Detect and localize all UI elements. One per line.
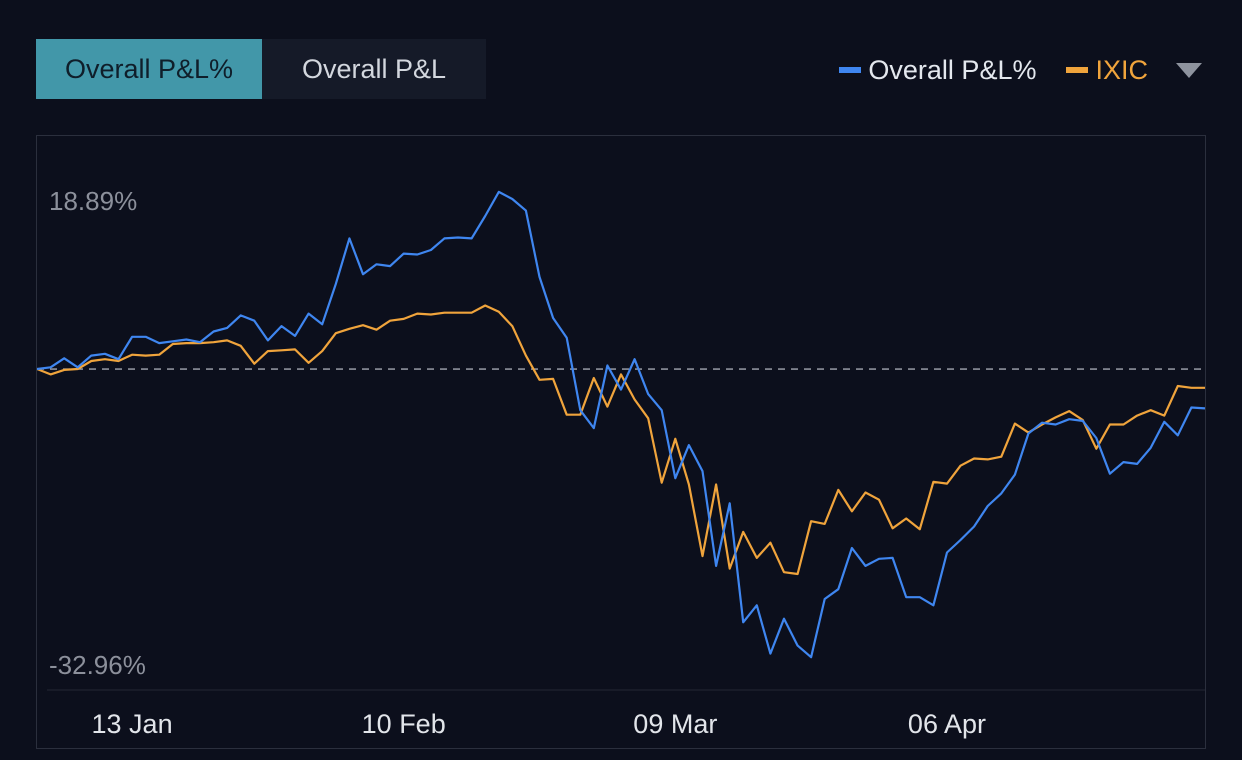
series-line-overall-pl-percent [37,190,1205,659]
caret-down-icon[interactable] [1176,62,1202,78]
tab-overall-pl-percent[interactable]: Overall P&L% [36,39,262,99]
legend-item-overall-pl-percent[interactable]: Overall P&L% [839,55,1036,86]
x-tick-label: 10 Feb [362,709,446,739]
legend-swatch-orange [1066,67,1089,73]
line-chart: 18.89% -32.96% 13 Jan 10 Feb 09 Mar 06 Apr [37,186,1205,739]
x-tick-label: 13 Jan [92,709,173,739]
chart-frame: 18.89% -32.96% 13 Jan 10 Feb 09 Mar 06 Apr [36,135,1206,749]
x-tick-label: 09 Mar [633,709,717,739]
x-tick-label: 06 Apr [908,709,986,739]
legend-label-ixic: IXIC [1095,54,1148,85]
y-max-label: 18.89% [49,186,137,216]
series-line-ixic [37,304,1205,576]
legend-item-ixic[interactable]: IXIC [1066,55,1148,86]
chart-legend: Overall P&L% IXIC [839,48,1202,92]
tab-overall-pl[interactable]: Overall P&L [262,39,486,99]
legend-label-overall-pl-percent: Overall P&L% [868,54,1037,85]
chart-mode-tabs: Overall P&L% Overall P&L [36,39,486,99]
legend-swatch-blue [839,67,862,73]
y-min-label: -32.96% [49,650,146,680]
